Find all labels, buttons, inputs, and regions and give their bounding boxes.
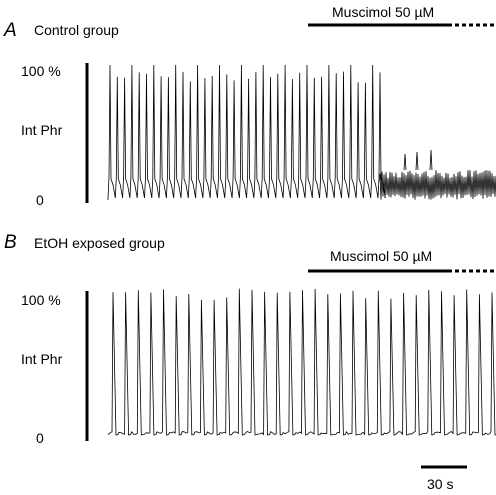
panel-a-y-top-label: 100 % bbox=[21, 63, 61, 79]
panel-b-drug-label: Muscimol 50 µM bbox=[330, 248, 433, 264]
panel-b-ethanol-bursts bbox=[107, 288, 496, 436]
panel-a-residual-burst bbox=[429, 149, 433, 171]
panel-b-y-axis-label: Int Phr bbox=[21, 351, 63, 367]
panel-b-phrenic-trace bbox=[107, 288, 496, 436]
panel-a-y-axis-label: Int Phr bbox=[21, 122, 63, 138]
panel-b-y-top-label: 100 % bbox=[21, 292, 61, 308]
panel-b-title: EtOH exposed group bbox=[34, 235, 165, 251]
panel-a-y-bottom-label: 0 bbox=[36, 192, 44, 208]
panel-a-muscimol-noise bbox=[379, 169, 496, 200]
panel-a-drug-label: Muscimol 50 µM bbox=[332, 4, 435, 20]
panel-a-title: Control group bbox=[34, 22, 119, 38]
panel-a-phrenic-trace bbox=[107, 64, 496, 200]
panel-b-y-bottom-label: 0 bbox=[36, 430, 44, 446]
panel-a-residual-burst bbox=[403, 153, 407, 171]
time-scale-bar-label: 30 s bbox=[427, 476, 454, 492]
panel-a-control-bursts bbox=[107, 64, 386, 200]
panel-a-residual-burst bbox=[415, 151, 419, 171]
panel-a-letter: A bbox=[4, 20, 17, 41]
panel-b-letter: B bbox=[4, 232, 17, 253]
